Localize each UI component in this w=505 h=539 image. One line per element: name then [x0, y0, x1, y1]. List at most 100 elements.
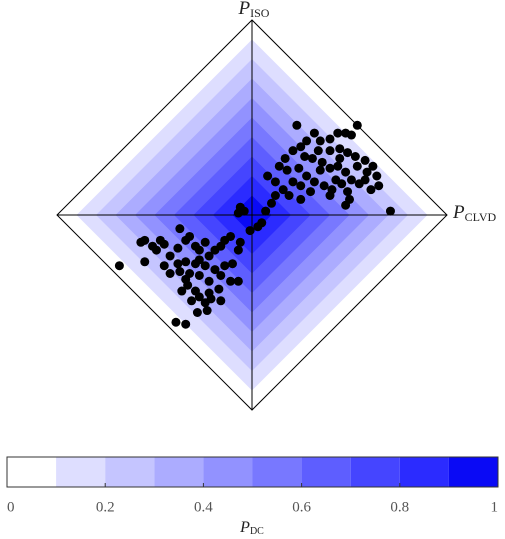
colorbar-tick-label: 0.2	[96, 499, 115, 515]
point	[210, 265, 220, 275]
point	[309, 128, 319, 138]
point	[294, 163, 304, 173]
point	[270, 191, 280, 200]
point	[307, 153, 317, 163]
colorbar-tick-label: 0.8	[390, 499, 409, 515]
point	[317, 157, 327, 167]
point	[140, 257, 150, 267]
y-axis-label: PISO	[238, 0, 270, 20]
point	[185, 231, 195, 241]
point	[200, 237, 210, 247]
point	[292, 120, 302, 130]
point	[270, 177, 280, 187]
point	[319, 181, 329, 191]
point	[278, 185, 288, 195]
point	[190, 286, 200, 296]
point	[233, 276, 243, 286]
point	[282, 165, 292, 175]
point	[175, 224, 185, 234]
point	[333, 161, 343, 171]
point	[228, 259, 237, 269]
colorbar-segment	[252, 457, 302, 487]
colorbar-segment	[203, 457, 253, 487]
point	[173, 243, 183, 253]
point	[302, 171, 312, 181]
point	[165, 269, 175, 278]
point	[296, 181, 306, 191]
point	[360, 175, 370, 185]
x-axis-label: PCLVD	[452, 202, 497, 223]
point	[335, 153, 345, 163]
point	[235, 237, 245, 247]
point	[194, 270, 204, 280]
point	[171, 317, 181, 327]
point	[177, 286, 187, 296]
colorbar-segment	[399, 457, 449, 487]
colorbar-label: PDC	[239, 519, 264, 538]
point	[233, 245, 243, 255]
label-symbol: P	[239, 519, 250, 536]
colorbar-tick-label: 1	[491, 499, 499, 515]
point	[206, 294, 216, 304]
point	[263, 171, 273, 181]
point	[187, 296, 197, 306]
point	[192, 308, 202, 317]
point	[346, 175, 356, 185]
colorbar-tick-label: 0.4	[194, 499, 213, 515]
point	[202, 306, 212, 316]
point	[341, 200, 351, 210]
point	[151, 245, 161, 255]
label-subscript: CLVD	[465, 210, 497, 224]
colorbar-tick-label: 0.6	[292, 499, 311, 515]
point	[280, 153, 290, 163]
colorbar-segment	[105, 457, 155, 487]
colorbar-frame	[6, 456, 499, 488]
point	[284, 191, 294, 200]
point	[300, 152, 310, 161]
label-symbol: P	[452, 202, 465, 223]
point	[296, 142, 306, 152]
point	[335, 144, 345, 154]
colorbar-segment	[301, 457, 351, 487]
point	[385, 206, 395, 216]
point	[325, 191, 335, 200]
label-subscript: DC	[250, 526, 264, 537]
point	[325, 163, 335, 173]
point	[352, 161, 362, 171]
point	[360, 155, 370, 165]
point	[181, 257, 191, 267]
point	[366, 185, 376, 195]
point	[333, 128, 343, 138]
point	[341, 167, 351, 177]
point	[173, 259, 183, 269]
point	[372, 171, 382, 181]
colorbar-segment	[56, 457, 106, 487]
point	[194, 255, 204, 265]
point	[343, 187, 353, 197]
point	[296, 194, 306, 204]
label-symbol: P	[238, 0, 251, 19]
point	[216, 270, 226, 280]
point	[325, 134, 335, 144]
point	[200, 261, 210, 271]
point	[140, 235, 150, 245]
point	[313, 146, 323, 156]
point	[175, 267, 185, 277]
point	[346, 130, 356, 140]
point	[331, 175, 341, 185]
point	[253, 222, 263, 232]
point	[181, 319, 191, 329]
point	[309, 177, 319, 187]
point	[302, 136, 312, 146]
point	[226, 231, 236, 241]
label-subscript: ISO	[250, 6, 270, 20]
point	[315, 165, 325, 175]
point	[288, 146, 298, 156]
point	[267, 198, 276, 208]
colorbar-segment	[7, 457, 57, 487]
colorbar-segment	[448, 457, 498, 487]
point	[288, 177, 298, 187]
point	[114, 261, 124, 271]
point	[159, 239, 169, 249]
